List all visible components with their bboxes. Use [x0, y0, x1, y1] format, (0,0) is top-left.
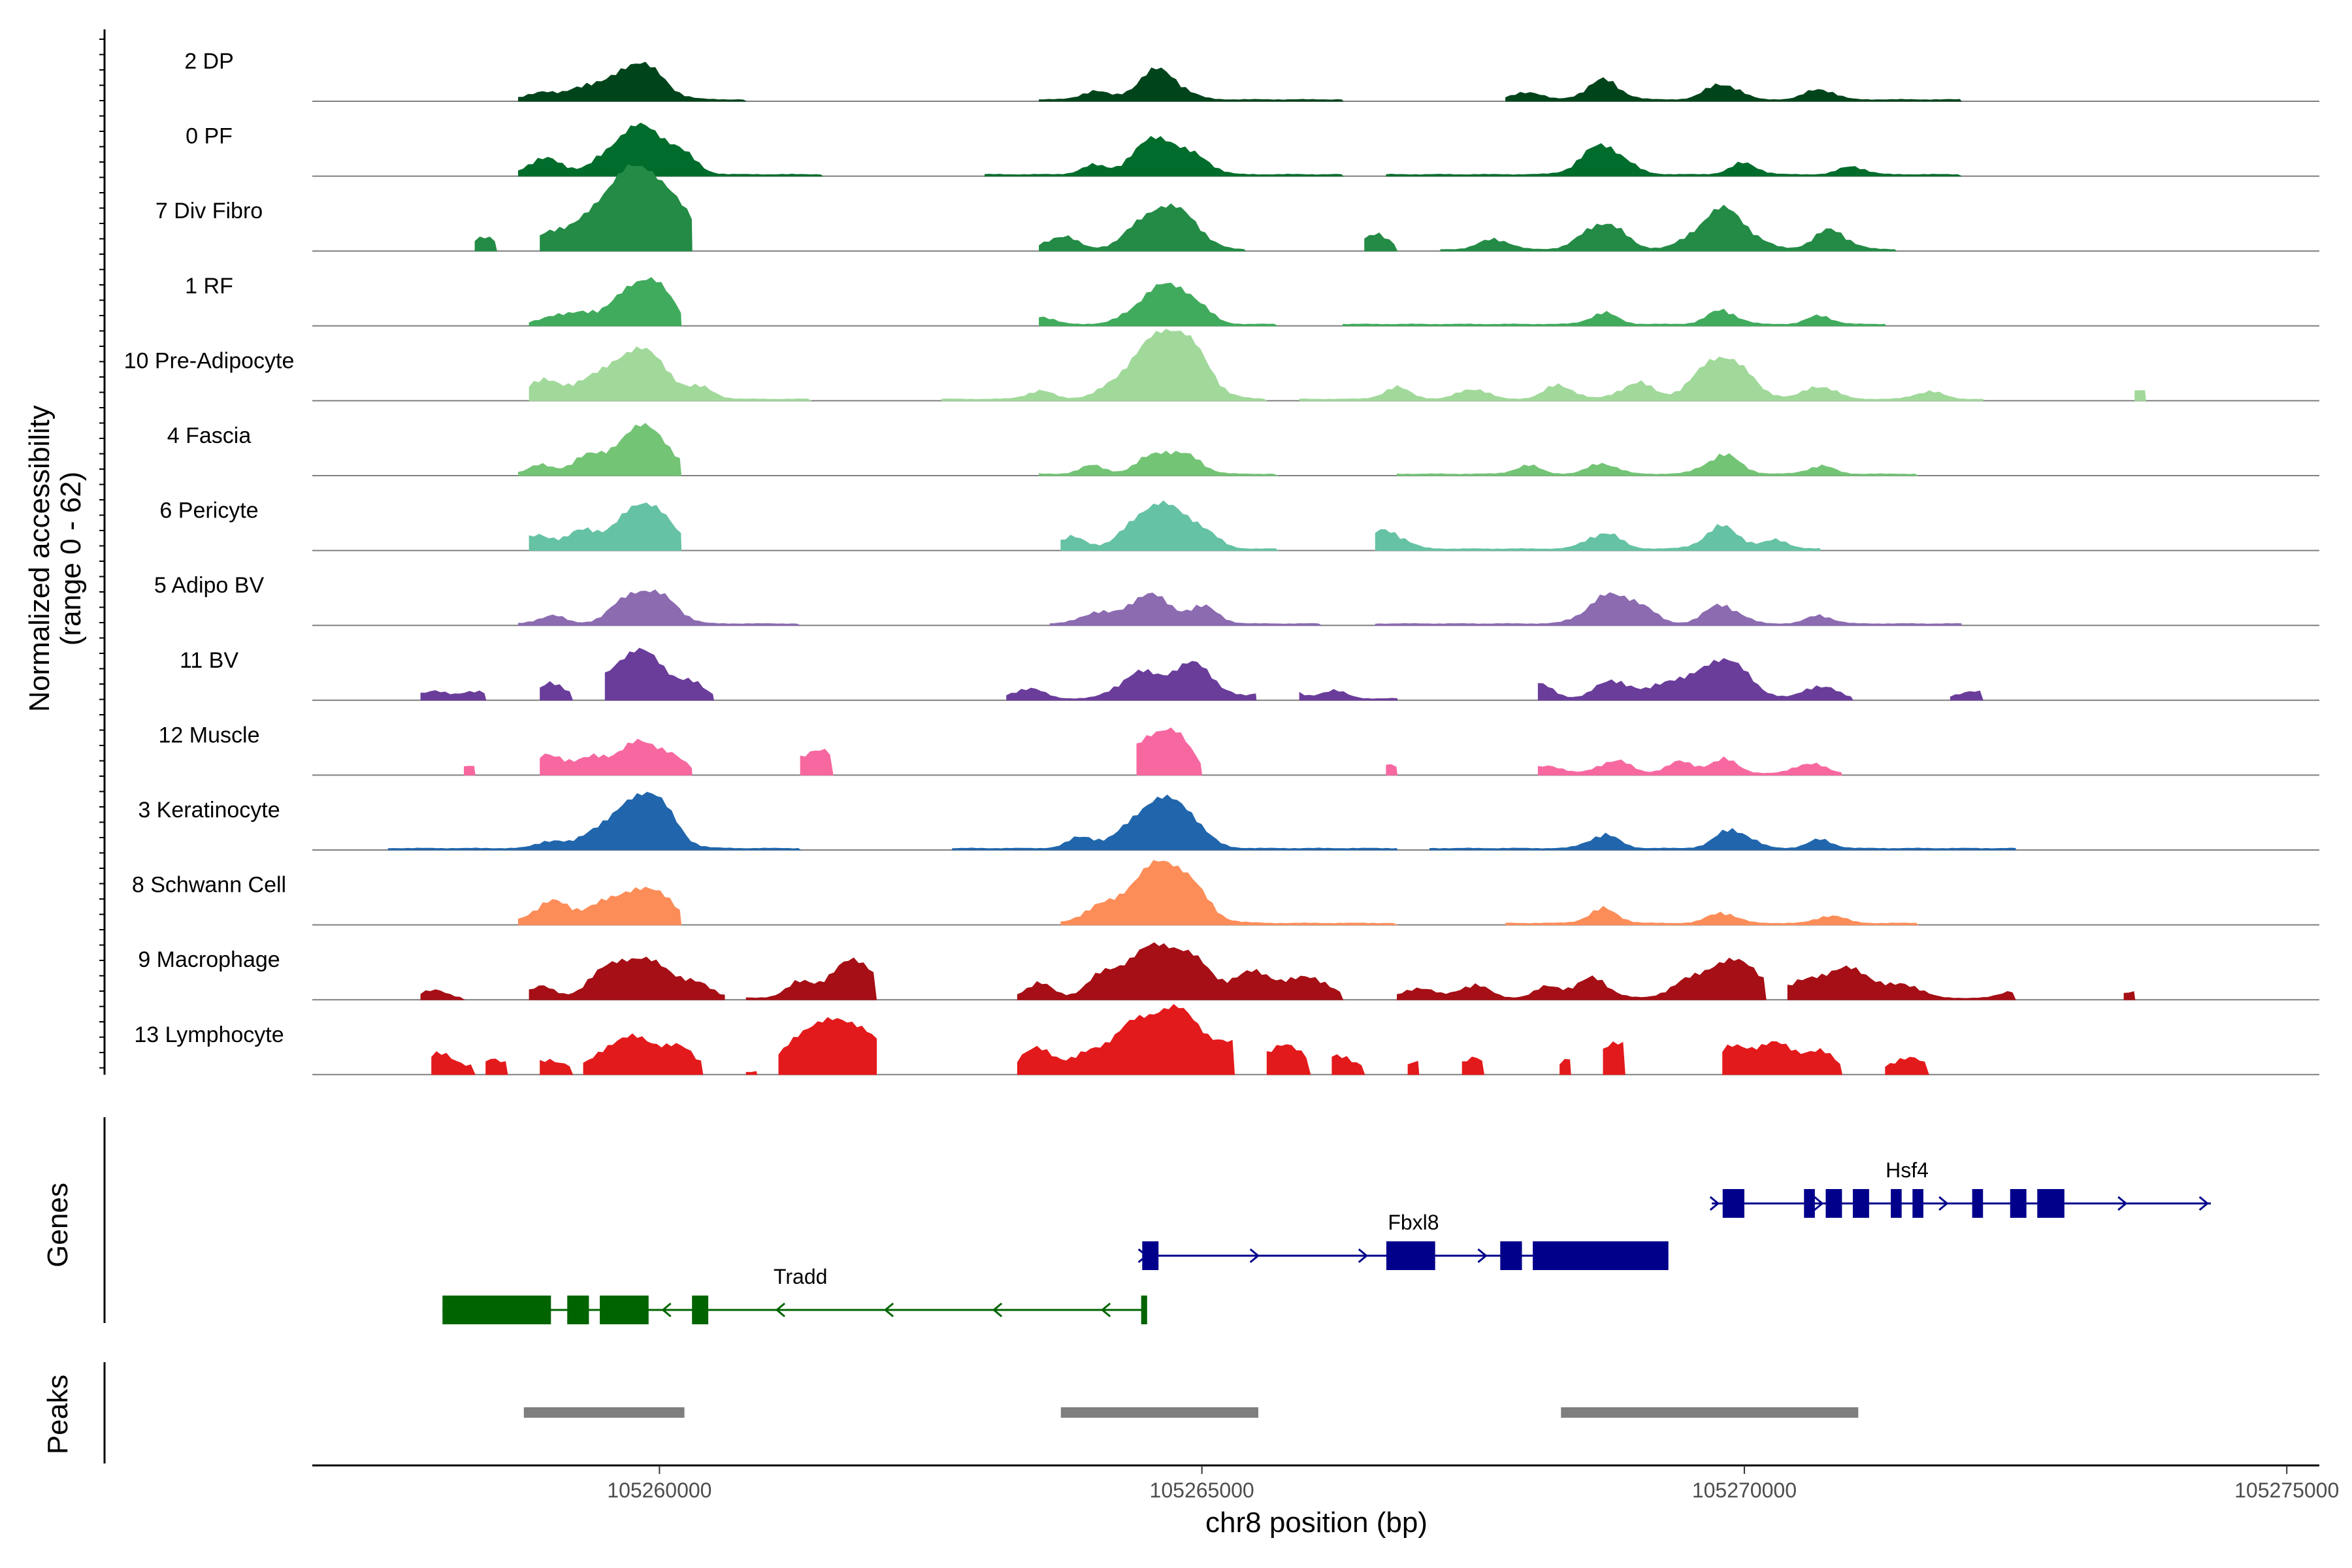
peaks-track-title: Peaks [42, 1375, 74, 1454]
gene-exon [1533, 1241, 1669, 1270]
gene-hsf4: Hsf4 [1709, 1158, 2211, 1218]
track-2: 0 PF [186, 122, 2319, 177]
coverage-area [518, 860, 1919, 926]
strand-arrow [883, 1302, 894, 1318]
gene-label: Tradd [774, 1265, 827, 1288]
track-3: 7 Div Fibro [155, 164, 2319, 252]
track-5: 10 Pre-Adipocyte [124, 329, 2319, 402]
strand-arrow [2198, 1196, 2209, 1211]
x-tick-label: 105270000 [1692, 1478, 1797, 1502]
gene-label: Fbxl8 [1388, 1211, 1439, 1234]
peak-annotation-track [523, 1407, 1859, 1418]
strand-arrow [1938, 1196, 1949, 1211]
strand-arrow [1857, 1196, 1867, 1211]
track-label: 6 Pericyte [159, 498, 258, 523]
x-tick-label: 105275000 [2234, 1478, 2339, 1502]
y-axis-title: Normalized accessibility [24, 405, 56, 711]
track-label: 11 BV [180, 648, 238, 673]
coverage-area [387, 792, 2016, 851]
coverage-area [518, 61, 1963, 102]
track-label: 1 RF [185, 274, 233, 299]
gene-exon [600, 1296, 649, 1324]
coverage-area [518, 423, 1918, 476]
gene-exon [1972, 1189, 1984, 1218]
peak-region [1060, 1407, 1258, 1418]
coverage-area [474, 164, 1897, 252]
y-axis-subtitle: (range 0 - 62) [55, 472, 87, 646]
gene-exon [1500, 1241, 1522, 1270]
track-7: 6 Pericyte [159, 498, 2319, 551]
track-9: 11 BV [180, 647, 2319, 701]
gene-exon [567, 1296, 589, 1324]
track-8: 5 Adipo BV [154, 573, 2319, 627]
track-14: 13 Lymphocyte [134, 1004, 2319, 1075]
coverage-area [529, 500, 1821, 551]
gene-exon [1142, 1241, 1159, 1270]
strand-arrow [1100, 1302, 1111, 1318]
gene-exon [1891, 1189, 1902, 1218]
track-label: 9 Macrophage [138, 947, 280, 972]
track-13: 9 Macrophage [138, 942, 2319, 1001]
gene-fbxl8: Fbxl8 [1137, 1211, 1669, 1270]
gene-exon [692, 1296, 709, 1324]
track-label: 10 Pre-Adipocyte [124, 348, 295, 373]
x-tick-label: 105265000 [1150, 1478, 1254, 1502]
gene-exon [1912, 1189, 1923, 1218]
track-label: 4 Fascia [167, 423, 252, 448]
track-12: 8 Schwann Cell [132, 860, 2319, 926]
strand-arrow [992, 1302, 1003, 1318]
peak-region [523, 1407, 685, 1418]
strand-arrow [1358, 1248, 1369, 1264]
x-axis-title: chr8 position (bp) [1205, 1507, 1428, 1539]
coverage-area [464, 727, 1843, 776]
strand-arrow [1814, 1196, 1824, 1211]
coverage-area [518, 122, 1962, 177]
track-11: 3 Keratinocyte [138, 792, 2319, 851]
track-label: 13 Lymphocyte [134, 1022, 284, 1047]
strand-arrow [1249, 1248, 1260, 1264]
coverage-area [420, 647, 1984, 701]
track-label: 0 PF [186, 124, 233, 149]
track-label: 12 Muscle [159, 723, 260, 747]
gene-exon [1141, 1296, 1146, 1324]
coverage-area [529, 277, 1886, 327]
track-1: 2 DP [184, 49, 2319, 102]
coverage-area [518, 589, 1962, 626]
strand-arrow [661, 1302, 672, 1318]
gene-exon [1804, 1189, 1815, 1218]
gene-exon [1825, 1189, 1842, 1218]
strand-arrow [775, 1302, 785, 1318]
track-label: 7 Div Fibro [155, 199, 263, 223]
y-axis-decoration [99, 29, 106, 1463]
strand-arrow [1137, 1248, 1148, 1264]
strand-arrow [2117, 1196, 2128, 1211]
gene-exon [2037, 1189, 2065, 1218]
peak-region [1561, 1407, 1859, 1418]
coverage-tracks: 2 DP 0 PF 7 Div Fibro 1 RF 10 Pre-Adipocyte 4… [124, 49, 2319, 1075]
track-4: 1 RF [185, 274, 2319, 327]
x-axis: 105260000 105265000 105270000 105275000 [312, 1464, 2339, 1502]
track-10: 12 Muscle [159, 723, 2319, 776]
strand-arrow [1477, 1248, 1488, 1264]
track-label: 3 Keratinocyte [138, 798, 280, 823]
coverage-area [420, 942, 2136, 1000]
gene-exon [1386, 1241, 1435, 1270]
gene-exon [1722, 1189, 1744, 1218]
gene-label: Hsf4 [1886, 1158, 1929, 1182]
gene-exon [442, 1296, 551, 1324]
gene-annotation-track: Tradd Fbxl8 Hsf4 [442, 1158, 2211, 1324]
track-6: 4 Fascia [167, 423, 2319, 476]
genes-track-title: Genes [42, 1183, 74, 1267]
track-label: 8 Schwann Cell [132, 873, 286, 898]
coverage-area [529, 329, 2146, 401]
gene-exon [2010, 1189, 2027, 1218]
gene-tradd: Tradd [442, 1265, 1147, 1324]
coverage-area [431, 1004, 1929, 1075]
strand-arrow [1709, 1196, 1720, 1211]
x-tick-label: 105260000 [607, 1478, 711, 1502]
track-label: 5 Adipo BV [154, 573, 265, 598]
track-label: 2 DP [184, 49, 234, 74]
